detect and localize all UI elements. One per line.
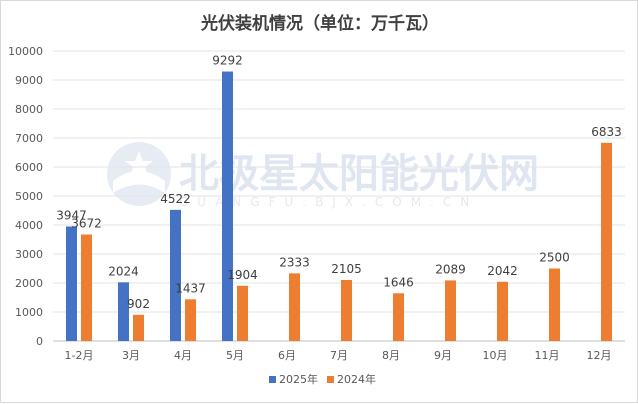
bars [66, 71, 612, 342]
x-tick-label: 7月 [330, 349, 348, 362]
y-tick-label: 0 [36, 335, 43, 348]
data-label: 2500 [539, 251, 570, 265]
x-tick-label: 8月 [382, 349, 400, 362]
bar-series-2 [549, 268, 560, 341]
watermark: 北极星太阳能光伏网 GUANGFU.BJX.COM.CN [107, 142, 539, 209]
x-tick-label: 4月 [174, 349, 192, 362]
watermark-text: 北极星太阳能光伏网 [179, 151, 539, 197]
legend-item: 2024年 [327, 372, 376, 386]
data-label: 1437 [175, 281, 206, 295]
watermark-subtext: GUANGFU.BJX.COM.CN [179, 195, 478, 209]
bar-series-1 [118, 282, 129, 341]
legend-swatch [327, 376, 334, 383]
data-label: 902 [127, 297, 150, 311]
bar-series-2 [289, 273, 300, 341]
x-tick-label: 9月 [434, 349, 452, 362]
data-label: 4522 [160, 192, 191, 206]
data-label: 1904 [227, 268, 258, 282]
x-tick-label: 6月 [278, 349, 296, 362]
data-label: 2105 [331, 262, 362, 276]
data-label: 9292 [212, 54, 243, 68]
data-label: 2089 [435, 262, 466, 276]
y-tick-label: 6000 [15, 161, 43, 174]
bar-series-2 [81, 234, 92, 341]
bar-series-1 [66, 226, 77, 341]
y-tick-label: 9000 [15, 74, 43, 87]
data-label: 3947 [56, 209, 87, 223]
bar-series-1 [170, 209, 181, 341]
bar-series-2 [601, 142, 612, 341]
bar-series-2 [497, 281, 508, 341]
bar-series-2 [133, 314, 144, 341]
data-label: 1646 [383, 275, 414, 289]
y-tick-label: 10000 [8, 45, 43, 58]
x-tick-label: 11月 [535, 349, 560, 362]
legend-swatch [269, 376, 276, 383]
y-axis-ticks: 0 1000 2000 3000 4000 5000 6000 7000 8000 9000 100… [8, 45, 43, 348]
y-tick-label: 5000 [15, 190, 43, 203]
data-label: 2042 [487, 264, 518, 278]
y-tick-label: 4000 [15, 219, 43, 232]
legend-item: 2025年 [269, 372, 318, 386]
x-tick-label: 10月 [483, 349, 508, 362]
legend: 2025年 2024年 [269, 372, 376, 386]
chart-title: 光伏装机情况（单位：万千瓦） [201, 14, 439, 34]
y-tick-label: 1000 [15, 306, 43, 319]
x-tick-label: 5月 [226, 349, 244, 362]
bar-series-2 [445, 280, 456, 341]
bar-series-2 [341, 279, 352, 341]
data-label: 3672 [71, 217, 102, 231]
x-tick-label: 3月 [122, 349, 140, 362]
y-tick-label: 8000 [15, 103, 43, 116]
legend-label: 2025年 [279, 372, 318, 386]
data-label: 6833 [591, 125, 622, 139]
gridlines [53, 50, 625, 342]
x-tick-label: 12月 [587, 349, 612, 362]
data-label: 2333 [279, 255, 310, 269]
polaris-logo-icon [107, 142, 171, 206]
bar-series-2 [185, 299, 196, 341]
y-tick-label: 7000 [15, 132, 43, 145]
x-tick-label: 1-2月 [65, 349, 94, 362]
bar-series-1 [222, 71, 233, 342]
data-label: 2024 [108, 264, 139, 278]
legend-label: 2024年 [337, 372, 376, 386]
bar-series-2 [393, 293, 404, 341]
bar-series-2 [237, 285, 248, 341]
y-tick-label: 3000 [15, 248, 43, 261]
y-tick-label: 2000 [15, 277, 43, 290]
x-axis-ticks: 1-2月 3月 4月 5月 6月 7月 8月 9月 10月 11月 12月 [65, 349, 612, 362]
